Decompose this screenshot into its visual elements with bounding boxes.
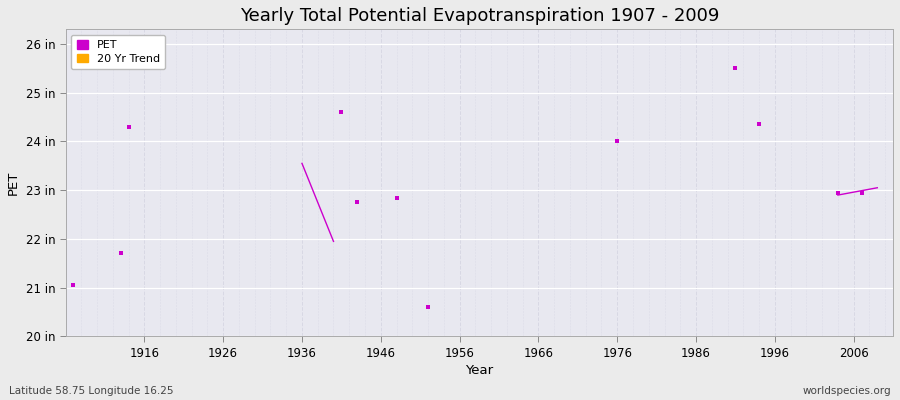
PET bbox=[856, 190, 867, 195]
PET bbox=[753, 122, 764, 127]
Legend: PET, 20 Yr Trend: PET, 20 Yr Trend bbox=[71, 35, 166, 70]
PET bbox=[730, 66, 741, 71]
PET bbox=[612, 139, 623, 144]
PET bbox=[115, 250, 126, 255]
Line: PET: PET bbox=[71, 66, 864, 309]
PET bbox=[832, 190, 843, 195]
PET bbox=[392, 195, 402, 200]
Title: Yearly Total Potential Evapotranspiration 1907 - 2009: Yearly Total Potential Evapotranspiratio… bbox=[239, 7, 719, 25]
PET bbox=[423, 305, 434, 310]
X-axis label: Year: Year bbox=[465, 364, 493, 377]
Text: Latitude 58.75 Longitude 16.25: Latitude 58.75 Longitude 16.25 bbox=[9, 386, 174, 396]
PET bbox=[123, 124, 134, 129]
Y-axis label: PET: PET bbox=[7, 171, 20, 195]
PET bbox=[68, 283, 79, 288]
PET bbox=[352, 200, 363, 205]
PET bbox=[336, 110, 346, 114]
Text: worldspecies.org: worldspecies.org bbox=[803, 386, 891, 396]
